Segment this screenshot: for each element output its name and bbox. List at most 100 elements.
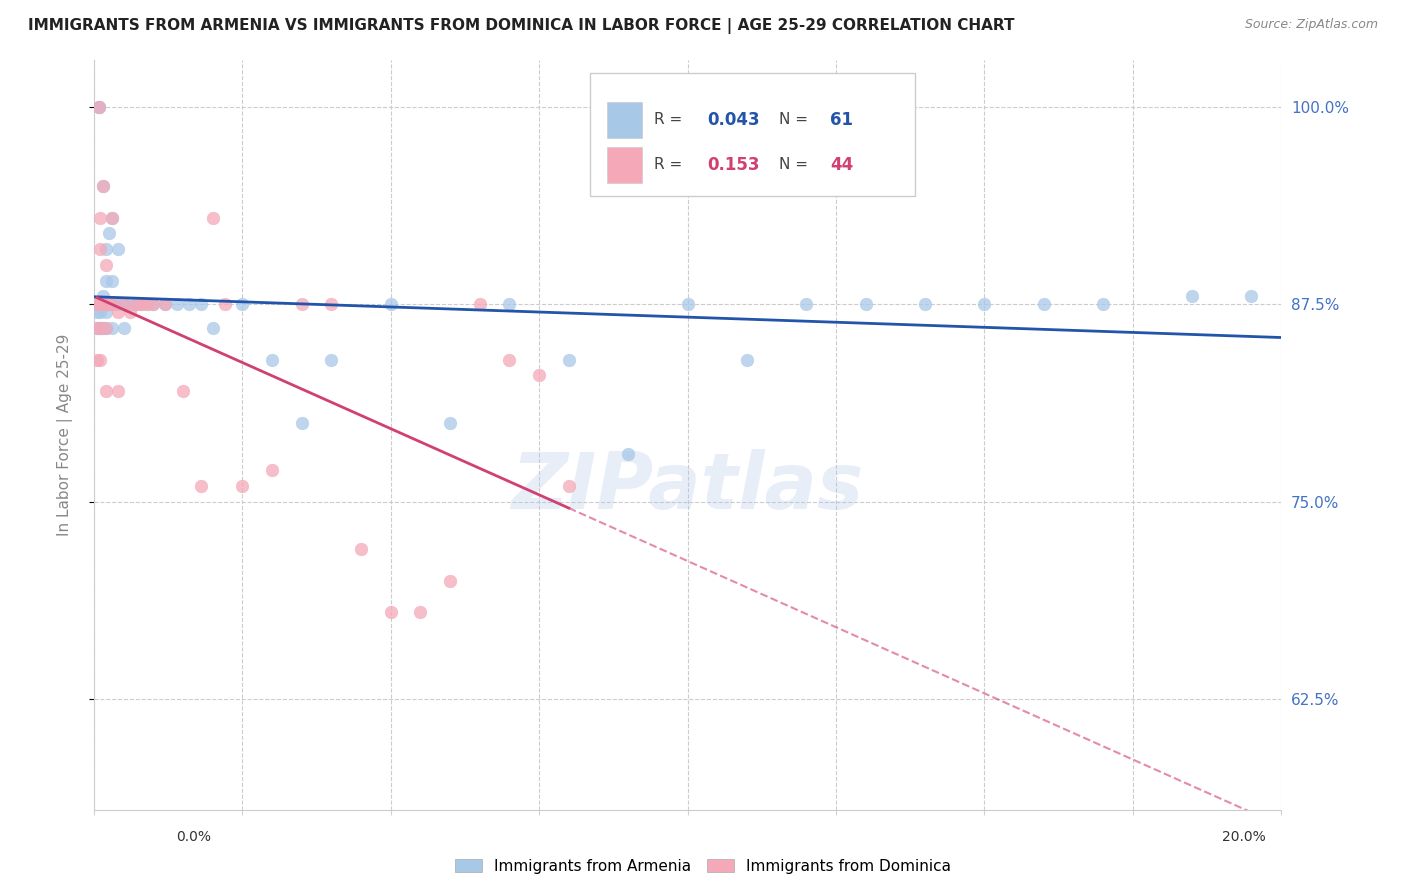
Point xyxy=(89,321,111,335)
Point xyxy=(94,384,117,399)
Point xyxy=(172,384,194,399)
Point xyxy=(87,100,110,114)
Point xyxy=(101,321,124,335)
Point xyxy=(97,297,120,311)
Point xyxy=(101,274,124,288)
Text: 44: 44 xyxy=(830,155,853,174)
Point xyxy=(439,416,461,430)
Y-axis label: In Labor Force | Age 25-29: In Labor Force | Age 25-29 xyxy=(58,334,73,536)
Bar xyxy=(607,103,643,138)
Point xyxy=(94,321,117,335)
Point xyxy=(142,297,165,311)
Point xyxy=(166,297,188,311)
Point xyxy=(201,211,224,225)
Point xyxy=(350,542,373,557)
Point xyxy=(94,305,117,319)
Text: Source: ZipAtlas.com: Source: ZipAtlas.com xyxy=(1244,18,1378,31)
Point xyxy=(142,297,165,311)
Point xyxy=(468,297,491,311)
Text: 0.043: 0.043 xyxy=(707,111,761,128)
Text: 0.153: 0.153 xyxy=(707,155,761,174)
Point xyxy=(89,352,111,367)
Point xyxy=(107,297,129,311)
Point xyxy=(131,297,153,311)
Point xyxy=(439,574,461,588)
Point xyxy=(101,211,124,225)
Point xyxy=(231,479,253,493)
Point xyxy=(735,352,758,367)
Point xyxy=(190,297,212,311)
Point xyxy=(409,605,432,619)
Point xyxy=(107,242,129,256)
Point xyxy=(291,416,314,430)
Point xyxy=(87,100,110,114)
Point xyxy=(94,258,117,272)
Point xyxy=(94,274,117,288)
Point xyxy=(86,352,108,367)
Point xyxy=(94,297,117,311)
Point xyxy=(90,297,112,311)
Point xyxy=(89,211,111,225)
Point xyxy=(558,479,581,493)
Text: R =: R = xyxy=(654,157,682,172)
Point xyxy=(101,211,124,225)
Text: N =: N = xyxy=(779,157,808,172)
Point xyxy=(107,384,129,399)
Point xyxy=(89,305,111,319)
Point xyxy=(498,297,520,311)
Point xyxy=(86,305,108,319)
Point xyxy=(794,297,817,311)
Point xyxy=(527,368,550,383)
Point xyxy=(89,297,111,311)
Point xyxy=(1181,289,1204,303)
Point xyxy=(91,289,114,303)
Point xyxy=(617,447,640,461)
Point xyxy=(124,297,146,311)
Point xyxy=(89,297,111,311)
Text: R =: R = xyxy=(654,112,682,127)
Point xyxy=(97,297,120,311)
Point xyxy=(131,297,153,311)
Point xyxy=(89,321,111,335)
Text: 61: 61 xyxy=(830,111,853,128)
Point xyxy=(91,178,114,193)
Text: ZIPatlas: ZIPatlas xyxy=(512,450,863,525)
Point xyxy=(380,605,402,619)
Point xyxy=(136,297,159,311)
Point xyxy=(558,352,581,367)
Point xyxy=(498,352,520,367)
Point xyxy=(90,321,112,335)
Point xyxy=(91,321,114,335)
Point xyxy=(124,297,146,311)
FancyBboxPatch shape xyxy=(591,73,915,196)
Legend: Immigrants from Armenia, Immigrants from Dominica: Immigrants from Armenia, Immigrants from… xyxy=(449,853,957,880)
Point xyxy=(973,297,995,311)
Point xyxy=(118,297,141,311)
Point xyxy=(855,297,877,311)
Point xyxy=(291,297,314,311)
Point xyxy=(112,321,135,335)
Point xyxy=(90,297,112,311)
Point xyxy=(86,321,108,335)
Point xyxy=(89,297,111,311)
Point xyxy=(112,297,135,311)
Point xyxy=(262,463,284,477)
Point xyxy=(86,297,108,311)
Point xyxy=(1032,297,1054,311)
Point xyxy=(676,297,699,311)
Point xyxy=(214,297,236,311)
Point xyxy=(190,479,212,493)
Point xyxy=(94,297,117,311)
Point xyxy=(201,321,224,335)
Point xyxy=(914,297,936,311)
Point xyxy=(262,352,284,367)
Text: 0.0%: 0.0% xyxy=(176,830,211,844)
Point xyxy=(1092,297,1115,311)
Point xyxy=(104,297,127,311)
Point xyxy=(86,321,108,335)
Point xyxy=(91,178,114,193)
Point xyxy=(177,297,200,311)
Point xyxy=(321,352,343,367)
Point xyxy=(94,321,117,335)
Point xyxy=(86,297,108,311)
